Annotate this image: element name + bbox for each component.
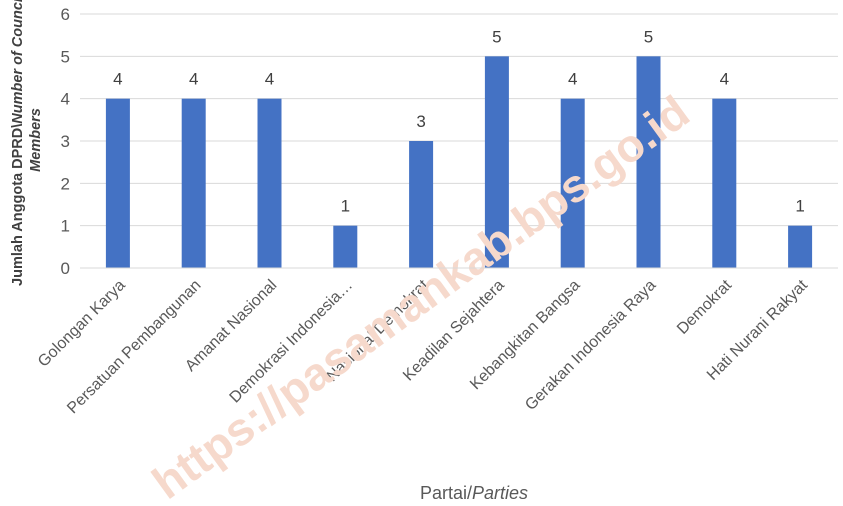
bars xyxy=(105,56,813,269)
data-label: 1 xyxy=(341,197,350,216)
data-label: 4 xyxy=(189,70,198,89)
data-label: 4 xyxy=(113,70,122,89)
svg-text:Members: Members xyxy=(28,108,44,172)
x-category-label: Demokrat xyxy=(674,276,735,337)
y-tick-label: 2 xyxy=(61,174,70,193)
svg-text:Jumlah Anggota DPRD\Number of: Jumlah Anggota DPRD\Number of Council xyxy=(10,0,26,286)
bar xyxy=(712,98,737,269)
data-label: 5 xyxy=(644,27,653,46)
y-tick-label: 4 xyxy=(61,90,70,109)
data-label: 5 xyxy=(492,27,501,46)
data-label: 3 xyxy=(416,112,425,131)
data-label: 4 xyxy=(720,70,729,89)
bar xyxy=(636,56,661,269)
data-labels: 4 4 4 1 3 5 4 5 4 1 xyxy=(113,27,805,215)
data-label: 1 xyxy=(795,197,804,216)
y-tick-label: 5 xyxy=(61,47,70,66)
y-tick-label: 3 xyxy=(61,132,70,151)
bar xyxy=(484,56,509,269)
x-category-label: Persatuan Pembangunan xyxy=(64,277,204,417)
data-label: 4 xyxy=(265,70,274,89)
bar xyxy=(181,98,206,269)
x-category-label: Gerakan Indonesia Raya xyxy=(522,277,659,414)
x-axis-title: Partai/Parties xyxy=(420,483,528,503)
bar xyxy=(788,225,813,268)
y-tick-label: 6 xyxy=(61,5,70,24)
bar xyxy=(105,98,130,269)
data-label: 4 xyxy=(568,70,577,89)
bar xyxy=(257,98,282,269)
y-axis-ticks: 0 1 2 3 4 5 6 xyxy=(61,5,70,278)
y-tick-label: 1 xyxy=(61,217,70,236)
bar xyxy=(333,225,358,268)
gridlines xyxy=(80,13,838,227)
bar xyxy=(409,141,434,268)
bar xyxy=(560,98,585,269)
y-tick-label: 0 xyxy=(61,259,70,278)
y-axis-title: Jumlah Anggota DPRD\Number of Council Me… xyxy=(10,0,44,286)
